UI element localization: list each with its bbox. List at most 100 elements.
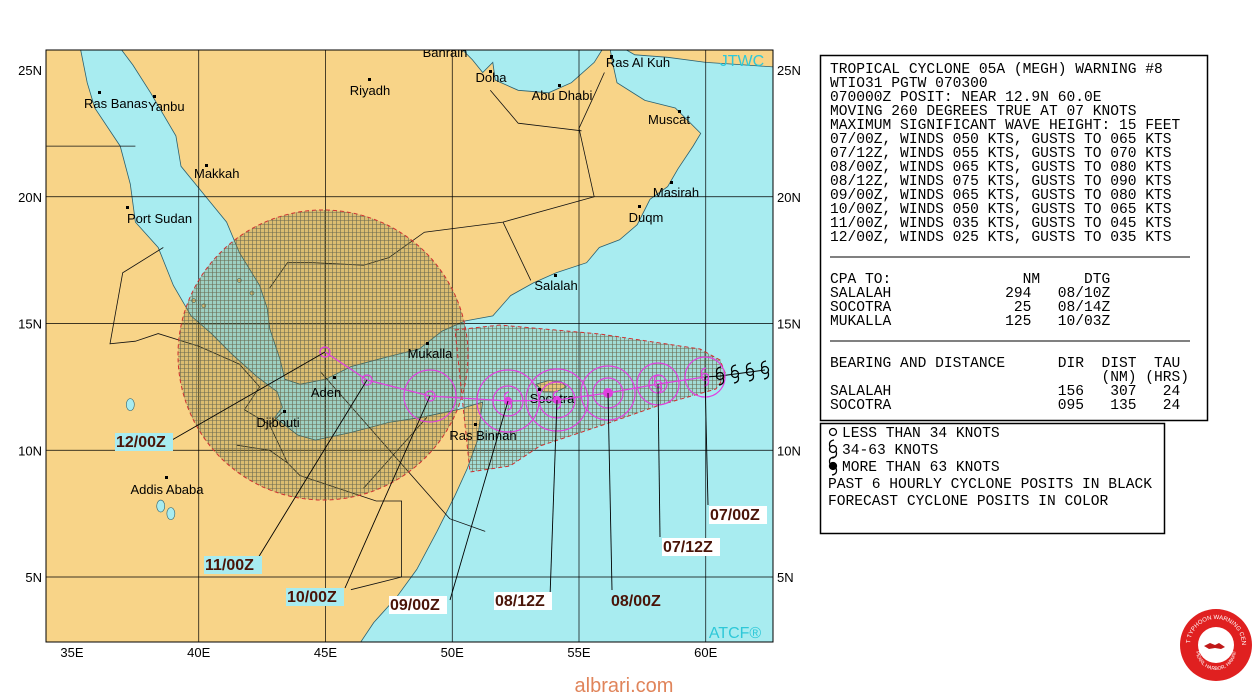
label-leader [171, 351, 326, 441]
logo-islands [1204, 643, 1225, 649]
place-name: Masirah [653, 185, 699, 200]
lake [166, 507, 176, 520]
warning-line: MOVING 260 DEGREES TRUE AT 07 KNOTS [830, 104, 1137, 120]
lat-label: 25N [777, 63, 801, 78]
watermark: albrari.com [575, 675, 674, 694]
warning-line: 10/00Z, WINDS 050 KTS, GUSTS TO 065 KTS [830, 202, 1172, 218]
place-name: Muscat [648, 112, 690, 127]
place-name: Abu Dhabi [532, 88, 593, 103]
forecast-label: 08/12Z [495, 593, 545, 610]
place-marker [638, 205, 641, 208]
place-name: Addis Ababa [130, 482, 204, 497]
source-top: JTWC [720, 53, 764, 70]
cyclone-symbol-arm [730, 364, 740, 384]
places: Bahrain Doha Abu Dhabi Ras Al Kuh Riyadh Ras … [84, 45, 699, 497]
legend-symbol [828, 427, 838, 437]
place-marker [474, 423, 477, 426]
label-leader [607, 392, 613, 591]
warning-line: 12/00Z, WINDS 025 KTS, GUSTS TO 035 KTS [830, 230, 1172, 246]
forecast-labels: 07/00Z 07/12Z 08/00Z 08/12Z 09/00Z 10/00Z 11/0… [115, 351, 767, 614]
warning-line: WTIO31 PGTW 070300 [830, 76, 988, 92]
landmass [462, 50, 603, 94]
place-name: Duqm [629, 210, 664, 225]
place-name: Ras Banas [84, 96, 148, 111]
place-marker [153, 95, 156, 98]
label-leader [344, 395, 431, 589]
wind-swath [177, 209, 727, 501]
cyclone-symbol [760, 365, 770, 375]
place-name: Doha [475, 70, 507, 85]
legend-line: FORECAST CYCLONE POSITS IN COLOR [828, 494, 1108, 510]
map: Bahrain Doha Abu Dhabi Ras Al Kuh Riyadh Ras … [46, 45, 773, 642]
wind-ring [684, 356, 726, 398]
place-marker [368, 78, 371, 81]
cyclone-symbol [828, 461, 838, 471]
place-marker [333, 376, 336, 379]
lat-label: 5N [777, 570, 794, 585]
warning-line: TROPICAL CYCLONE 05A (MEGH) WARNING #8 [830, 62, 1163, 78]
place-name: Djibouti [256, 415, 299, 430]
danger-area [177, 209, 727, 501]
place-marker [489, 70, 492, 73]
wind-radius-border [177, 209, 469, 501]
legend-line: LESS THAN 34 KNOTS [842, 426, 1000, 442]
wind-ring [525, 368, 589, 432]
wind-swath-hatch [455, 325, 726, 472]
cpa-line: CPA TO: NM DTG [830, 272, 1110, 288]
panel-box [819, 54, 1209, 422]
lon-label: 55E [567, 645, 590, 660]
label-bg [494, 592, 552, 610]
lon-label: 40E [187, 645, 210, 660]
lon-label: 45E [314, 645, 337, 660]
lake [126, 398, 135, 411]
cpa-line: SALALAH 294 08/10Z [830, 286, 1110, 302]
place-name: Ras Al Kuh [606, 55, 670, 70]
warning-panel: TROPICAL CYCLONE 05A (MEGH) WARNING #8WT… [819, 54, 1209, 422]
cyclone-symbol-arm [715, 366, 725, 386]
place-marker [538, 388, 541, 391]
label-bg [662, 538, 720, 556]
cyclone-symbol [715, 371, 725, 381]
warning-line: 070000Z POSIT: NEAR 12.9N 60.0E [830, 90, 1102, 106]
place-marker [165, 476, 168, 479]
forecast-label: 08/00Z [611, 593, 661, 610]
place-name: Salalah [534, 278, 577, 293]
wind-radius-hatch [178, 210, 468, 500]
place-name: Ras Binnah [449, 428, 516, 443]
place-marker [678, 110, 681, 113]
place-name: Riyadh [350, 83, 390, 98]
lon-label: 50E [441, 645, 464, 660]
warning-line: 08/00Z, WINDS 065 KTS, GUSTS TO 080 KTS [830, 160, 1172, 176]
cyclone-symbol [730, 369, 740, 379]
place-name: Mukalla [408, 346, 454, 361]
forecast-label: 07/12Z [663, 539, 713, 556]
border [578, 72, 605, 197]
lat-label: 20N [777, 190, 801, 205]
label-leader [704, 376, 709, 506]
place-name: Port Sudan [127, 211, 192, 226]
forecast-label: 09/00Z [390, 597, 440, 614]
forecast-label: 07/00Z [710, 507, 760, 524]
warning-line: 11/00Z, WINDS 035 KTS, GUSTS TO 045 KTS [830, 216, 1172, 232]
warning-line: MAXIMUM SIGNIFICANT WAVE HEIGHT: 15 FEET [830, 118, 1181, 134]
wind-ring [361, 374, 373, 386]
place-name: Aden [311, 385, 341, 400]
wind-ring [403, 369, 457, 423]
place-name: Socotra [530, 391, 576, 406]
label-bg [709, 506, 767, 524]
forecast-label: 12/00Z [116, 434, 166, 451]
legend-line: MORE THAN 63 KNOTS [842, 460, 1000, 476]
warning-line: 07/12Z, WINDS 055 KTS, GUSTS TO 070 KTS [830, 146, 1172, 162]
track [319, 346, 770, 433]
label-leader [257, 379, 368, 559]
label-leader [449, 400, 509, 601]
place-marker [98, 91, 101, 94]
cyclone-symbol-arm [745, 362, 755, 382]
lat-label: 15N [777, 317, 801, 332]
place-marker [670, 181, 673, 184]
label-bg [115, 433, 173, 451]
wind-swath-border [454, 324, 727, 473]
lon-label: 35E [60, 645, 83, 660]
cyclone-symbol [745, 367, 755, 377]
place-name: Bahrain [423, 45, 468, 60]
